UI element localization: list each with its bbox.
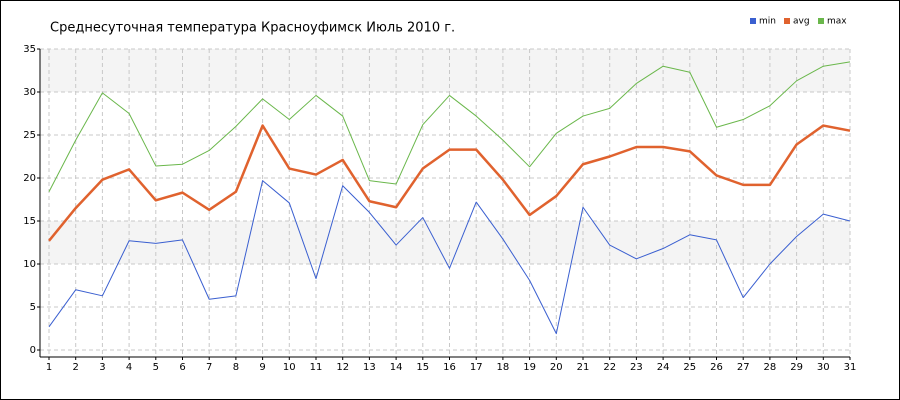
x-tick-label: 29 <box>790 362 803 373</box>
x-tick-label: 22 <box>603 362 616 373</box>
x-tick-label: 4 <box>126 362 132 373</box>
x-tick-label: 1 <box>46 362 52 373</box>
y-tick-label: 10 <box>23 259 36 270</box>
legend-swatch <box>818 18 824 24</box>
x-tick-label: 16 <box>443 362 456 373</box>
series-line <box>48 124 851 242</box>
x-tick-label: 17 <box>470 362 483 373</box>
y-tick-label: 30 <box>23 87 36 98</box>
x-tick-label: 5 <box>153 362 159 373</box>
band <box>40 221 850 264</box>
legend-text: avg <box>793 17 810 27</box>
legend-text: min <box>759 17 776 27</box>
x-tick-label: 7 <box>206 362 212 373</box>
x-tick-label: 9 <box>259 362 265 373</box>
legend-swatch <box>750 18 756 24</box>
y-tick-label: 20 <box>23 173 36 184</box>
x-tick-label: 25 <box>683 362 696 373</box>
x-tick-label: 31 <box>844 362 857 373</box>
x-tick-label: 20 <box>550 362 563 373</box>
y-tick-label: 25 <box>23 130 36 141</box>
x-tick-label: 19 <box>523 362 536 373</box>
legend-swatch <box>784 18 790 24</box>
x-tick-label: 24 <box>657 362 670 373</box>
x-tick-label: 18 <box>497 362 510 373</box>
y-tick-label: 15 <box>23 216 36 227</box>
series-line <box>48 180 851 335</box>
x-tick-label: 15 <box>416 362 429 373</box>
y-tick-label: 0 <box>30 345 36 356</box>
x-tick-label: 28 <box>764 362 777 373</box>
x-tick-label: 21 <box>577 362 590 373</box>
x-tick-label: 10 <box>283 362 296 373</box>
y-tick-label: 5 <box>30 302 36 313</box>
x-tick-label: 26 <box>710 362 723 373</box>
x-tick-label: 14 <box>390 362 403 373</box>
chart-title: Среднесуточная температура Красноуфимск … <box>50 21 455 36</box>
x-tick-label: 13 <box>363 362 376 373</box>
x-tick-label: 11 <box>310 362 323 373</box>
x-tick-label: 27 <box>737 362 750 373</box>
y-tick-label: 35 <box>23 44 36 55</box>
x-tick-label: 30 <box>817 362 830 373</box>
x-tick-label: 2 <box>73 362 79 373</box>
x-tick-label: 23 <box>630 362 643 373</box>
band <box>40 49 850 92</box>
x-tick-label: 12 <box>336 362 349 373</box>
legend-text: max <box>827 17 847 27</box>
series-line <box>48 61 851 192</box>
x-tick-label: 8 <box>233 362 239 373</box>
x-tick-label: 6 <box>179 362 185 373</box>
x-tick-label: 3 <box>99 362 105 373</box>
